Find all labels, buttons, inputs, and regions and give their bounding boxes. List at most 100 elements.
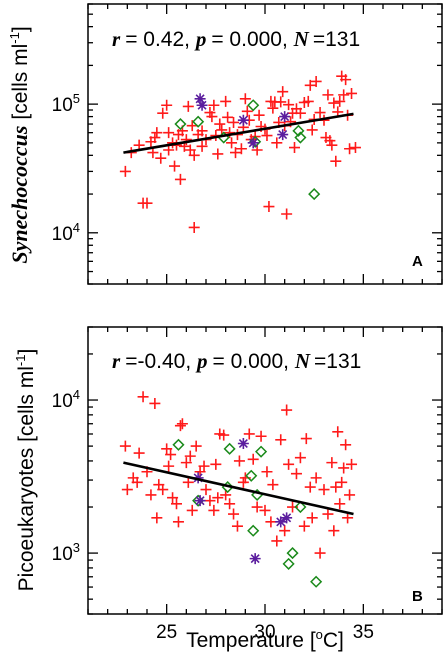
plus-point xyxy=(119,440,131,452)
plus-point xyxy=(163,460,175,472)
plus-point xyxy=(188,221,200,233)
plus-point xyxy=(340,439,352,451)
panel-b-points xyxy=(119,391,358,588)
diamond-point xyxy=(308,188,321,201)
plus-point xyxy=(149,132,161,144)
plus-point xyxy=(137,391,149,403)
plus-point xyxy=(267,479,279,491)
plus-point xyxy=(165,449,177,461)
panel-a-fit-line xyxy=(123,112,354,154)
plus-point xyxy=(224,127,236,139)
plus-point xyxy=(306,512,318,524)
diamond-point xyxy=(286,547,299,560)
plus-point xyxy=(141,197,153,209)
plus-point xyxy=(340,74,352,86)
plus-point xyxy=(206,111,218,123)
plus-point xyxy=(298,520,310,532)
star-point xyxy=(237,437,249,449)
plus-point xyxy=(294,107,306,119)
plus-point xyxy=(304,481,316,493)
diamond-point xyxy=(294,500,307,514)
plus-point xyxy=(306,124,318,136)
plus-point xyxy=(310,472,322,484)
plus-point xyxy=(314,107,326,119)
plus-point xyxy=(218,429,230,441)
plus-point xyxy=(261,130,273,142)
plus-point xyxy=(259,504,271,516)
plus-point xyxy=(300,433,312,445)
plus-point xyxy=(289,142,300,154)
plus-point xyxy=(157,107,169,119)
plus-point xyxy=(263,201,275,213)
star-point xyxy=(279,111,291,123)
plus-point xyxy=(231,520,243,532)
diamond-point xyxy=(292,124,305,137)
panel-b-ticks: 25 30 35 103 104 xyxy=(52,326,443,643)
plus-point xyxy=(328,97,340,109)
plus-point xyxy=(190,440,202,452)
plus-point xyxy=(180,457,192,469)
y-tick-label: 105 xyxy=(52,91,80,116)
plus-point xyxy=(214,118,226,130)
plus-point xyxy=(334,498,346,510)
diamond-point xyxy=(192,115,205,128)
plus-point xyxy=(131,476,143,488)
plus-point xyxy=(281,208,293,220)
plus-point xyxy=(167,492,179,504)
plus-point xyxy=(344,489,356,501)
panel-b-fit-line xyxy=(123,461,354,516)
plus-point xyxy=(208,99,220,111)
plus-point xyxy=(212,148,224,160)
plus-point xyxy=(188,149,200,161)
plus-point xyxy=(186,120,198,132)
plus-point xyxy=(326,457,338,469)
plus-point xyxy=(338,89,350,101)
panel-a-stats: r = 0.42, p = 0.000, N =131 xyxy=(112,27,360,51)
plus-point xyxy=(310,75,322,87)
plus-point xyxy=(186,504,198,516)
diamond-point xyxy=(247,524,260,537)
x-tick-label: 30 xyxy=(254,622,275,643)
star-point xyxy=(277,129,289,141)
panel-b-xlabel: Temperature [oC] xyxy=(186,627,344,652)
plus-point xyxy=(344,143,356,155)
plus-point xyxy=(161,99,173,111)
plus-point xyxy=(157,484,169,496)
plus-point xyxy=(119,165,131,177)
plus-point xyxy=(230,147,241,159)
plus-point xyxy=(151,512,163,524)
plus-point xyxy=(275,434,287,446)
star-point xyxy=(281,512,293,524)
plus-point xyxy=(330,481,342,493)
plus-point xyxy=(169,160,181,172)
diamond-point xyxy=(223,442,236,455)
plus-point xyxy=(302,95,314,107)
plus-point xyxy=(163,127,175,139)
star-point xyxy=(192,472,204,484)
plus-point xyxy=(247,453,259,465)
plus-point xyxy=(251,501,263,513)
plus-point xyxy=(235,143,247,155)
y-tick-label: 103 xyxy=(52,540,80,565)
plus-point xyxy=(338,462,350,474)
diamond-point xyxy=(245,469,258,482)
star-point xyxy=(194,495,206,507)
panel-a-ticks: 104 105 xyxy=(52,3,443,285)
plus-point xyxy=(172,516,184,528)
panel-a-letter: A xyxy=(412,253,423,270)
plus-point xyxy=(277,86,289,98)
plus-point xyxy=(204,495,216,507)
plus-point xyxy=(149,397,161,409)
plus-point xyxy=(265,516,277,528)
diamond-point xyxy=(249,135,262,148)
plus-point xyxy=(198,460,210,472)
plus-point xyxy=(208,504,220,516)
star-point xyxy=(247,137,259,149)
plus-point xyxy=(332,426,344,438)
plus-point xyxy=(121,484,133,496)
star-point xyxy=(237,114,249,126)
plus-point xyxy=(326,139,338,151)
plus-point xyxy=(182,476,194,488)
plus-point xyxy=(241,105,253,117)
